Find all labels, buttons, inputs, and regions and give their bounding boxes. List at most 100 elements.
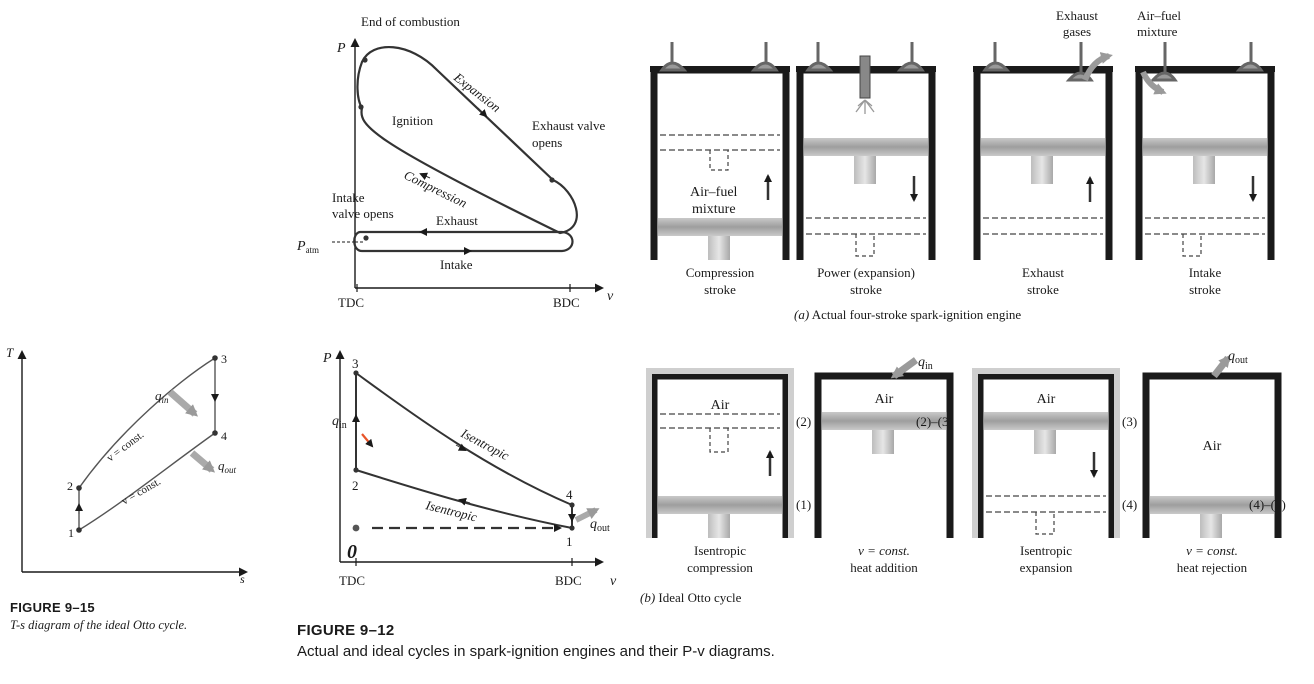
ts-vconst-upper: v = const. [105, 429, 147, 465]
connecting-rod [708, 236, 730, 260]
airfuel-in-label-1: Air–fuel [1137, 8, 1181, 23]
cylinder-intake-stroke: Air–fuel mixture Intake stroke [1135, 8, 1275, 297]
apv-arrow-expansion [477, 107, 488, 118]
stroke-label-line1: Exhaust [1022, 265, 1064, 280]
connecting-rod [1031, 156, 1053, 184]
ipv-process-1-2 [355, 469, 573, 529]
ts-point-1 [76, 527, 82, 533]
exhaust-gases-label-2: gases [1063, 24, 1091, 39]
apv-pumping-loop [353, 230, 574, 253]
state-label-4-1: (4)–(1) [1249, 497, 1286, 512]
ipv-axis-p-label: P [322, 351, 332, 366]
insulation-left [646, 370, 652, 538]
ts-cycle-4-1 [78, 432, 216, 531]
figure-9-15-heading: FIGURE 9–15 [10, 600, 95, 615]
ideal-cylinder-expansion: Air (3) (4) Isentropic expansion [972, 368, 1137, 575]
ideal-cylinder-walls [976, 372, 1116, 538]
piston [658, 496, 782, 514]
ts-diagram: T s 1 2 3 4 v = const. v = const. qin qo… [6, 345, 248, 586]
ipv-q-in-arrow [361, 433, 374, 448]
exhaust-gas-arrow-icon [1082, 52, 1113, 82]
actual-engine-subtitle: (a) Actual four-stroke spark-ignition en… [794, 307, 1021, 322]
apv-point-intake-valve [363, 235, 369, 241]
figure-9-12-heading: FIGURE 9–12 [297, 622, 395, 639]
air-label: Air [1203, 439, 1222, 454]
ts-axis-t-label: T [6, 345, 14, 360]
connecting-rod [854, 156, 876, 184]
apv-point-exhaust-valve [549, 177, 555, 183]
connecting-rod [1193, 156, 1215, 184]
ipv-arrow-expansion [455, 443, 467, 451]
ipv-bdc-label: BDC [555, 573, 582, 588]
cylinder-compression-stroke: Air–fuel mixture Compression stroke [650, 42, 790, 297]
apv-exhaust-valve-label-2: opens [532, 135, 562, 150]
ts-q-in-arrow [167, 389, 199, 417]
ipv-q-in-label: qin [332, 414, 347, 431]
ipv-isentropic-lower-label: Isentropic [423, 497, 478, 524]
process-label-line1: v = const. [1186, 543, 1238, 558]
ts-point-2 [76, 485, 82, 491]
apv-axis-p-label: P [336, 41, 346, 56]
ideal-pv-diagram: P v TDC BDC 1 2 3 4 Isentropic Isentropi… [322, 350, 617, 589]
exhaust-valve-icon [1235, 42, 1264, 72]
apv-end-of-combustion-label: End of combustion [361, 14, 460, 29]
actual-engine-row: Air–fuel mixture Compression stroke Powe… [650, 8, 1275, 322]
heat-out-arrow-icon [1211, 354, 1231, 379]
stroke-label-line2: stroke [704, 282, 736, 297]
ipv-tdc-label: TDC [339, 573, 365, 588]
process-label-line2: expansion [1020, 560, 1073, 575]
ipv-point-3-label: 3 [352, 356, 359, 371]
insulation-right [1114, 370, 1120, 538]
exhaust-valve-icon [896, 42, 925, 72]
cylinder-head [1135, 66, 1275, 72]
ts-point-2-label: 2 [67, 479, 73, 493]
connecting-rod [1034, 430, 1056, 454]
process-label-line2: heat rejection [1177, 560, 1248, 575]
apv-patm-label: Patm [296, 239, 319, 255]
piston [658, 218, 782, 236]
heat-in-label: qin [918, 355, 933, 372]
spark-plug-icon [859, 55, 871, 99]
ipv-axis-v-label: v [610, 574, 617, 589]
ipv-q-out-label: qout [590, 517, 610, 534]
piston [981, 138, 1105, 156]
spark-icon [855, 99, 875, 114]
intake-valve-icon [1149, 42, 1178, 82]
ts-q-in-label: qin [155, 388, 169, 405]
intake-mixture-arrow-icon [1140, 70, 1167, 95]
insulation-right [788, 370, 794, 538]
apv-intake-label: Intake [440, 257, 473, 272]
ts-point-4-label: 4 [221, 429, 227, 443]
air-label: Air [711, 398, 730, 413]
ts-point-4 [212, 430, 218, 436]
apv-compression-label: Compression [402, 167, 470, 210]
ipv-arrow-compression [458, 497, 471, 506]
heat-in-arrow-icon [890, 357, 919, 379]
process-label-line1: v = const. [858, 543, 910, 558]
apv-exhaust-valve-label-1: Exhaust valve [532, 118, 606, 133]
ipv-point-4 [569, 502, 575, 508]
apv-tdc-label: TDC [338, 295, 364, 310]
ts-point-3 [212, 355, 218, 361]
mixture-label-line2: mixture [692, 202, 736, 217]
apv-intake-valve-label-1: Intake [332, 190, 365, 205]
stroke-label-line2: stroke [1189, 282, 1221, 297]
ipv-point-1-label: 1 [566, 534, 573, 549]
figure-9-15-caption: T-s diagram of the ideal Otto cycle. [10, 618, 188, 632]
insulation-left [972, 370, 978, 538]
apv-exhaust-label: Exhaust [436, 213, 478, 228]
stroke-label-line1: Power (expansion) [817, 265, 915, 280]
cylinder-head [650, 66, 790, 72]
apv-cycle-upper-loop [356, 45, 578, 235]
ipv-process-3-4 [355, 372, 573, 506]
cylinder-power-stroke: Power (expansion) stroke [796, 42, 936, 297]
ipv-point-1 [569, 525, 575, 531]
ts-point-3-label: 3 [221, 352, 227, 366]
intake-valve-icon [659, 42, 688, 72]
ipv-point-2-label: 2 [352, 478, 359, 493]
dashed-rod [855, 234, 875, 257]
ts-point-1-label: 1 [68, 526, 74, 540]
ideal-cylinder-heat-addition: Air qin (2)–(3) v = const. heat addition [814, 355, 954, 575]
stroke-label-line1: Compression [686, 265, 755, 280]
airfuel-in-label-2: mixture [1137, 24, 1178, 39]
